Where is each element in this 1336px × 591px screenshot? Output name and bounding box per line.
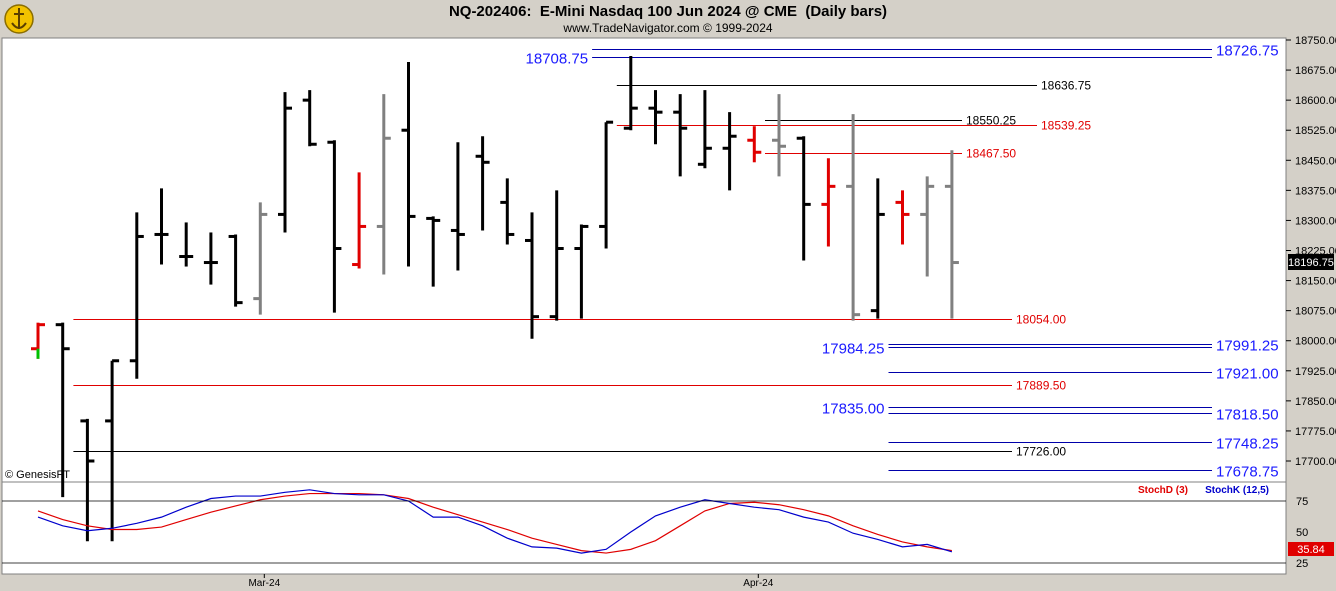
price-panel[interactable]	[1, 37, 1287, 483]
ohlc-bar	[401, 62, 416, 267]
level-label: 17889.50	[1016, 379, 1066, 393]
ohlc-bar	[623, 56, 638, 131]
price-tick-label: 18450.00	[1295, 155, 1336, 167]
stochastic-lines	[37, 489, 953, 554]
level-label: 18636.75	[1041, 79, 1091, 93]
ohlc-bar	[599, 120, 614, 249]
level-label: 17921.00	[1216, 366, 1279, 383]
date-tick-label: Apr-24	[743, 578, 773, 589]
stoch-last-label: 35.84	[1297, 544, 1325, 556]
ohlc-bar	[203, 232, 218, 285]
ohlc-bar	[129, 212, 144, 379]
ohlc-bar	[697, 90, 712, 169]
ohlc-bar	[870, 178, 885, 319]
ohlc-bar	[475, 136, 490, 231]
date-tick-label: Mar-24	[248, 578, 280, 589]
ohlc-bar	[450, 142, 465, 271]
price-tick-label: 18675.00	[1295, 65, 1336, 77]
ohlc-bar	[55, 322, 70, 498]
stoch-line-stochk	[37, 489, 953, 554]
ohlc-bar	[821, 158, 836, 247]
ohlc-bar	[500, 178, 515, 245]
last-price-box	[1288, 254, 1334, 270]
price-tick-label: 18375.00	[1295, 185, 1336, 197]
level-label: 18726.75	[1216, 43, 1279, 60]
level-label: 18467.50	[966, 147, 1016, 161]
ohlc-bar	[278, 92, 292, 233]
level-label: 18708.75	[526, 51, 589, 68]
price-tick-label: 18525.00	[1295, 125, 1336, 137]
copyright-label: © GenesisFT	[5, 469, 70, 481]
price-tick-label: 17700.00	[1295, 456, 1336, 468]
level-label: 17726.00	[1016, 445, 1066, 459]
ohlc-bar	[376, 94, 391, 275]
date-axis: Mar-24 Apr-24	[248, 574, 774, 589]
price-tick-label: 18075.00	[1295, 306, 1336, 318]
ohlc-bar	[105, 359, 120, 542]
level-label: 17748.25	[1216, 436, 1279, 453]
ohlc-bar	[648, 90, 663, 145]
ohlc-bar	[574, 224, 589, 319]
level-label: 17678.75	[1216, 464, 1279, 481]
ohlc-bar	[796, 136, 811, 261]
last-price-label: 18196.75	[1288, 257, 1334, 269]
ohlc-bar	[179, 222, 194, 267]
level-label: 17991.25	[1216, 338, 1279, 355]
ohlc-bar	[722, 112, 737, 191]
price-tick-label: 18600.00	[1295, 95, 1336, 107]
ohlc-bar	[426, 216, 441, 287]
price-axis: 18750.00 18675.00 18600.00 18525.00 18450.00…	[1285, 35, 1336, 482]
ohlc-bar	[302, 90, 317, 147]
ohlc-bar	[772, 94, 786, 177]
ohlc-bar	[673, 94, 688, 177]
price-tick-label: 18750.00	[1295, 35, 1336, 47]
stochastic-panel[interactable]	[1, 481, 1287, 575]
ohlc-bar	[228, 234, 243, 307]
ohlc-bar	[846, 114, 861, 321]
stoch-tick-label: 50	[1296, 527, 1308, 539]
chart-subtitle: www.TradeNavigator.com © 1999-2024	[563, 21, 773, 35]
chart-header: NQ-202406: E-Mini Nasdaq 100 Jun 2024 @ …	[0, 0, 1336, 38]
stoch-tick-label: 25	[1296, 558, 1308, 570]
stochastic-axis: 75 50 25	[2, 482, 1308, 574]
level-label: 17984.25	[822, 341, 885, 358]
stoch-last-box	[1288, 542, 1334, 556]
price-tick-label: 18000.00	[1295, 336, 1336, 348]
price-tick-label: 18300.00	[1295, 215, 1336, 227]
chart-title: NQ-202406: E-Mini Nasdaq 100 Jun 2024 @ …	[448, 3, 888, 20]
level-label: 17818.50	[1216, 407, 1279, 424]
ohlc-bar	[253, 202, 268, 315]
ohlc-bar	[525, 212, 539, 339]
ohlc-bar	[920, 176, 935, 277]
ohlc-bar	[944, 150, 959, 319]
stoch-tick-label: 75	[1296, 496, 1308, 508]
ohlc-bar	[747, 126, 762, 163]
ohlc-bar	[80, 418, 95, 542]
level-label: 17835.00	[822, 401, 885, 418]
legend-stochk: StochK (12,5)	[1205, 485, 1269, 496]
legend-stochd: StochD (3)	[1138, 485, 1188, 496]
ohlc-bar	[154, 188, 169, 265]
price-tick-label: 17925.00	[1295, 366, 1336, 378]
price-tick-label: 17850.00	[1295, 396, 1336, 408]
ohlc-bar	[327, 140, 342, 313]
ohlc-bars	[31, 56, 959, 542]
level-label: 18539.25	[1041, 119, 1091, 133]
levels-layer: 18726.75 18708.75 18636.75 18550.25 18539.25…	[73, 43, 1279, 481]
ohlc-bar	[895, 190, 910, 245]
price-tick-label: 18150.00	[1295, 276, 1336, 288]
price-tick-label: 17775.00	[1295, 426, 1336, 438]
ohlc-bar	[352, 172, 367, 269]
navigator-logo-icon	[4, 4, 34, 34]
stoch-line-stochd	[37, 492, 952, 554]
level-label: 18054.00	[1016, 313, 1066, 327]
level-label: 18550.25	[966, 114, 1016, 128]
ohlc-bar	[549, 190, 564, 321]
